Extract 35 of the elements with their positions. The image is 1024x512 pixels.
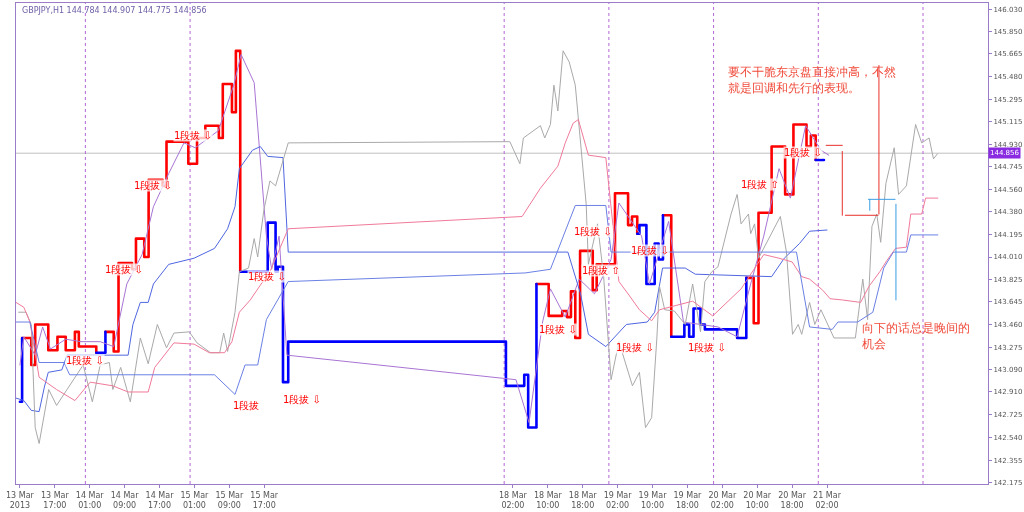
annotation: 1段拔 — [233, 400, 260, 411]
x-tick-label: 13 Mar 2013 — [6, 490, 35, 510]
x-tick-label: 14 Mar 09:00 — [110, 490, 140, 510]
x-tick-label: 15 Mar 09:00 — [215, 490, 244, 510]
annotation: 1段拔 ⇧ — [582, 265, 620, 276]
x-tick-label: 14 Mar 01:00 — [75, 490, 105, 510]
x-tick-label: 13 Mar 17:00 — [40, 490, 70, 510]
annotation: 向下的话总是晚间的机会 — [862, 321, 970, 351]
annotation: 1段拔 ⇩ — [134, 180, 172, 191]
x-tick-label: 20 Mar 02:00 — [708, 490, 737, 510]
x-tick-label: 21 Mar 02:00 — [813, 490, 842, 510]
annotation: 1段拔 ⇩ — [574, 226, 612, 237]
x-tick-label: 14 Mar 17:00 — [145, 490, 175, 510]
annotation: 1段拔 ⇩ — [784, 147, 822, 158]
annotation: 1段拔 ⇩ — [539, 324, 577, 335]
annotation: 1段拔 ⇩ — [174, 130, 212, 141]
annotation: 1段拔 ⇩ — [66, 355, 104, 366]
x-tick-label: 18 Mar 02:00 — [499, 490, 528, 510]
annotation: 1段拔 ⇩ — [688, 342, 726, 353]
x-tick-label: 18 Mar 18:00 — [568, 490, 598, 510]
annotation: 1段拔 ⇩ — [616, 342, 654, 353]
x-tick-label: 19 Mar 02:00 — [603, 490, 633, 510]
x-tick-label: 20 Mar 18:00 — [778, 490, 807, 510]
x-tick-label: 15 Mar 17:00 — [250, 490, 279, 510]
annotation: 1段拔 ⇩ — [283, 394, 321, 405]
annotation: 1段拔 ⇧ — [741, 179, 779, 190]
annotation: 1段拔 ⇩ — [105, 264, 143, 275]
x-tick-label: 18 Mar 10:00 — [533, 490, 563, 510]
chart-title: GBPJPY,H1 144.784 144.907 144.775 144.856 — [22, 6, 207, 15]
x-tick-label: 19 Mar 18:00 — [673, 490, 703, 510]
x-tick-label: 19 Mar 10:00 — [638, 490, 668, 510]
annotation: 1段拔 ⇩ — [631, 245, 669, 256]
x-tick-label: 20 Mar 10:00 — [743, 490, 772, 510]
x-tick-label: 15 Mar 01:00 — [180, 490, 210, 510]
annotation: 1段拔 ⇩ — [248, 271, 286, 282]
